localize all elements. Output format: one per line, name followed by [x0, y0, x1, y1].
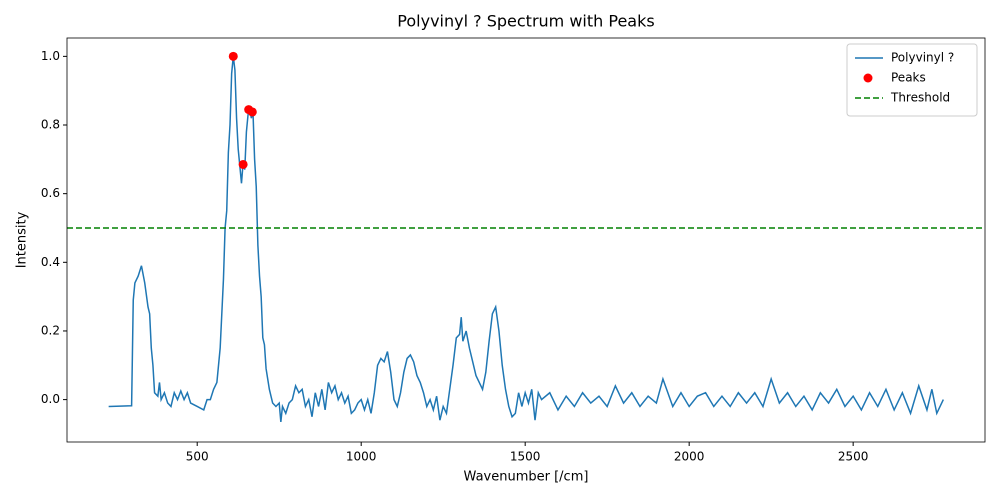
x-tick-label: 2500	[838, 450, 869, 464]
y-tick-label: 0.2	[41, 323, 60, 337]
axes-frame	[66, 37, 986, 443]
y-axis-label: Intensity	[15, 211, 30, 268]
x-tick-label: 1000	[346, 450, 377, 464]
legend-box	[846, 43, 978, 117]
legend-label: Peaks	[891, 71, 926, 85]
x-tick-label: 500	[186, 450, 209, 464]
plot-area	[67, 51, 985, 422]
y-tick-label: 0.4	[41, 255, 60, 269]
y-tick-label: 0.6	[41, 186, 60, 200]
y-tick-label: 0.8	[41, 118, 60, 132]
y-tick-label: 0.0	[41, 392, 60, 406]
legend-label: Polyvinyl ?	[891, 51, 954, 65]
legend-marker	[863, 73, 873, 83]
peak-point	[238, 159, 248, 169]
y-tick-label: 1.0	[41, 49, 60, 63]
legend-label: Threshold	[890, 91, 950, 105]
x-tick-label: 1500	[510, 450, 541, 464]
spectrum-line	[108, 56, 945, 422]
x-tick-label: 2000	[674, 450, 705, 464]
peak-point	[247, 107, 257, 117]
chart-title: Polyvinyl ? Spectrum with Peaks	[397, 12, 654, 31]
x-axis-label: Wavenumber [/cm]	[464, 470, 589, 485]
peak-point	[228, 51, 238, 61]
